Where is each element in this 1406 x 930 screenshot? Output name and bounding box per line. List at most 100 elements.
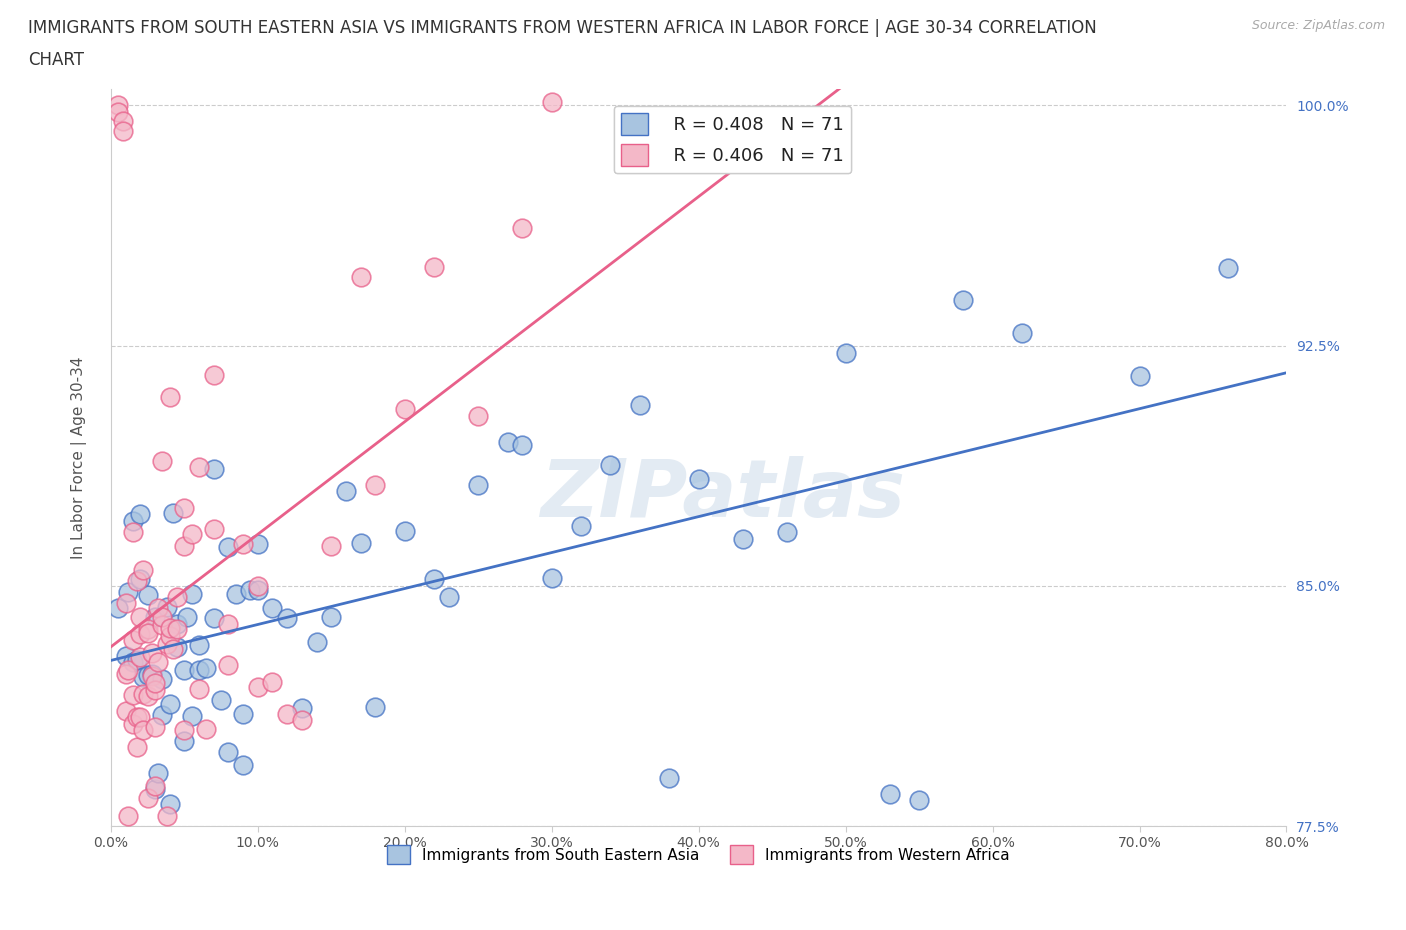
Point <box>276 707 298 722</box>
Point <box>262 674 284 689</box>
Point <box>146 601 169 616</box>
Point <box>162 642 184 657</box>
Point <box>132 723 155 737</box>
Point <box>162 506 184 521</box>
Point <box>188 663 211 678</box>
Point <box>180 709 202 724</box>
Point <box>217 617 239 631</box>
Text: ZIPatlas: ZIPatlas <box>540 456 904 534</box>
Point <box>111 114 134 129</box>
Point <box>262 601 284 616</box>
Point <box>188 638 211 653</box>
Point <box>132 562 155 577</box>
Point <box>159 620 181 635</box>
Point <box>166 590 188 604</box>
Point <box>364 477 387 492</box>
Point <box>127 710 149 724</box>
Point <box>202 522 225 537</box>
Point <box>114 666 136 681</box>
Point <box>394 401 416 416</box>
Point <box>217 658 239 672</box>
Point <box>467 408 489 423</box>
Point <box>136 668 159 683</box>
Point <box>141 645 163 660</box>
Point <box>173 723 195 737</box>
Point <box>122 632 145 647</box>
Point <box>132 686 155 701</box>
Point <box>159 390 181 405</box>
Point <box>1216 260 1239 275</box>
Point <box>658 771 681 786</box>
Point <box>150 453 173 468</box>
Point <box>209 692 232 707</box>
Point <box>159 796 181 811</box>
Point <box>117 585 139 600</box>
Point <box>335 484 357 498</box>
Point <box>127 653 149 668</box>
Point <box>129 572 152 587</box>
Point <box>143 782 166 797</box>
Point <box>202 461 225 476</box>
Point <box>173 500 195 515</box>
Legend: Immigrants from South Eastern Asia, Immigrants from Western Africa: Immigrants from South Eastern Asia, Immi… <box>381 839 1017 870</box>
Point <box>510 220 533 235</box>
Point <box>150 708 173 723</box>
Point <box>232 707 254 722</box>
Point <box>291 700 314 715</box>
Point <box>225 586 247 601</box>
Point <box>156 809 179 824</box>
Point <box>166 622 188 637</box>
Point <box>166 640 188 655</box>
Point <box>122 654 145 669</box>
Point <box>437 590 460 604</box>
Point <box>136 688 159 703</box>
Point <box>129 627 152 642</box>
Point <box>132 670 155 684</box>
Point <box>232 537 254 551</box>
Point <box>834 345 856 360</box>
Point <box>188 682 211 697</box>
Point <box>117 809 139 824</box>
Point <box>599 458 621 472</box>
Point <box>731 531 754 546</box>
Point <box>166 616 188 631</box>
Point <box>122 525 145 539</box>
Point <box>350 536 373 551</box>
Point <box>628 397 651 412</box>
Point <box>321 538 343 553</box>
Point <box>107 104 129 119</box>
Point <box>107 98 129 113</box>
Point <box>908 793 931 808</box>
Point <box>246 578 269 593</box>
Point <box>776 525 799 539</box>
Point <box>195 721 218 736</box>
Point <box>150 618 173 632</box>
Point <box>107 601 129 616</box>
Point <box>122 687 145 702</box>
Point <box>246 537 269 551</box>
Point <box>146 765 169 780</box>
Point <box>136 622 159 637</box>
Point <box>217 539 239 554</box>
Point <box>569 519 592 534</box>
Point <box>114 649 136 664</box>
Point <box>122 716 145 731</box>
Point <box>114 703 136 718</box>
Point <box>136 791 159 806</box>
Point <box>321 610 343 625</box>
Point <box>129 609 152 624</box>
Point <box>202 368 225 383</box>
Point <box>129 710 152 724</box>
Point <box>143 778 166 793</box>
Point <box>246 679 269 694</box>
Point <box>159 697 181 711</box>
Point <box>111 124 134 139</box>
Point <box>180 587 202 602</box>
Point <box>114 595 136 610</box>
Point <box>423 260 446 275</box>
Text: Source: ZipAtlas.com: Source: ZipAtlas.com <box>1251 19 1385 32</box>
Point <box>1011 326 1033 340</box>
Point <box>540 570 562 585</box>
Point <box>136 588 159 603</box>
Point <box>156 600 179 615</box>
